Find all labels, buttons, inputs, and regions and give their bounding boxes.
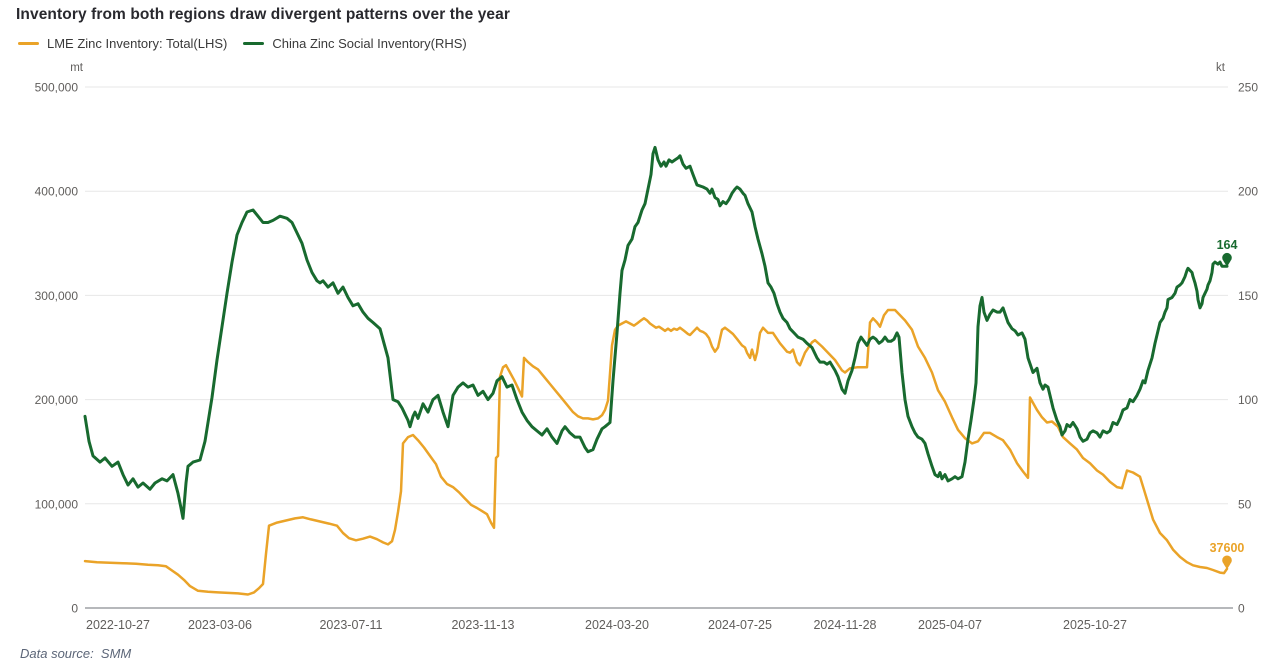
chart-legend: LME Zinc Inventory: Total(LHS) China Zin… [18, 36, 467, 51]
x-axis-tick-label: 2022-10-27 [86, 618, 150, 632]
y-axis-left-tick-label: 0 [71, 602, 78, 616]
x-axis-tick-label: 2024-11-28 [813, 618, 876, 632]
end-value-label: 37600 [1210, 541, 1245, 555]
legend-label-china: China Zinc Social Inventory(RHS) [272, 36, 467, 51]
end-marker-dot [1222, 555, 1232, 566]
y-axis-left-tick-label: 500,000 [35, 81, 79, 95]
legend-label-lme: LME Zinc Inventory: Total(LHS) [47, 36, 228, 51]
y-axis-left-tick-label: 100,000 [35, 497, 79, 511]
y-axis-right-tick-label: 200 [1238, 185, 1258, 199]
x-axis-tick-label: 2025-04-07 [918, 618, 982, 632]
y-axis-left-tick-label: 300,000 [35, 289, 79, 303]
x-axis-tick-label: 2023-03-06 [188, 618, 252, 632]
end-value-label: 164 [1217, 238, 1238, 252]
page-title: Inventory from both regions draw diverge… [16, 6, 510, 23]
x-axis-tick-label: 2024-07-25 [708, 618, 772, 632]
lme-inventory-line [83, 308, 1229, 596]
end-marker-pointer [1223, 261, 1231, 267]
china-line-swatch-icon [243, 42, 265, 45]
y-axis-right-tick-label: 0 [1238, 602, 1245, 616]
legend-item-lme[interactable]: LME Zinc Inventory: Total(LHS) [18, 36, 227, 51]
y-axis-left-tick-label: 200,000 [35, 393, 79, 407]
y-axis-right-tick-label: 150 [1238, 289, 1258, 303]
china-inventory-line [83, 145, 1229, 520]
y-axis-right-tick-label: 100 [1238, 393, 1258, 407]
x-axis-tick-label: 2024-03-20 [585, 618, 649, 632]
y-axis-left-tick-label: 400,000 [35, 185, 79, 199]
x-axis-tick-label: 2023-11-13 [451, 618, 514, 632]
right-axis-unit-label: kt [1216, 62, 1226, 74]
y-axis-right-tick-label: 50 [1238, 497, 1252, 511]
x-axis-tick-label: 2023-07-11 [319, 618, 382, 632]
legend-item-china[interactable]: China Zinc Social Inventory(RHS) [243, 36, 467, 51]
end-marker-dot [1222, 252, 1232, 263]
x-axis-tick-label: 2025-10-27 [1063, 618, 1127, 632]
left-axis-unit-label: mt [70, 62, 84, 74]
lme-line-swatch-icon [18, 42, 39, 45]
y-axis-right-tick-label: 250 [1238, 81, 1258, 95]
data-source-note: Data source: SMM [20, 646, 132, 661]
end-marker-pointer [1223, 563, 1231, 570]
